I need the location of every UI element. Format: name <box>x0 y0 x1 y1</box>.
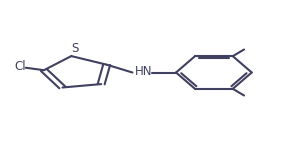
Text: S: S <box>71 42 79 55</box>
Text: HN: HN <box>135 65 153 78</box>
Text: Cl: Cl <box>15 60 26 73</box>
